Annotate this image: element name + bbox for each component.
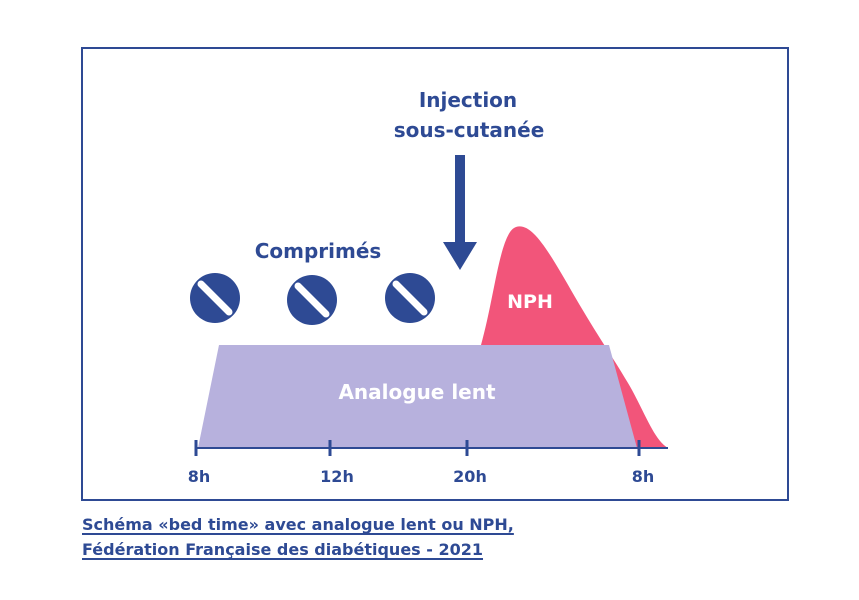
injection-label-line1: Injection [419, 88, 517, 112]
analogue-lent-label: Analogue lent [338, 380, 496, 404]
injection-arrow-icon [443, 155, 477, 270]
analogue-lent-area [198, 345, 637, 448]
caption-link-line1[interactable]: Schéma «bed time» avec analogue lent ou … [82, 515, 514, 534]
tick-label-20h: 20h [453, 467, 487, 486]
tick-label-8h-end: 8h [632, 467, 655, 486]
injection-label-line2: sous-cutanée [394, 118, 545, 142]
tick-label-8h-start: 8h [188, 467, 211, 486]
caption-link-line2[interactable]: Fédération Française des diabétiques - 2… [82, 540, 484, 559]
nph-label: NPH [507, 291, 553, 313]
tick-label-12h: 12h [320, 467, 354, 486]
diagram-frame [81, 47, 789, 501]
figure-caption: Schéma «bed time» avec analogue lent ou … [82, 512, 514, 562]
tablet-icon [287, 275, 337, 325]
tablet-icon [190, 273, 240, 323]
tablet-icon [385, 273, 435, 323]
tablets-label: Comprimés [255, 239, 382, 263]
